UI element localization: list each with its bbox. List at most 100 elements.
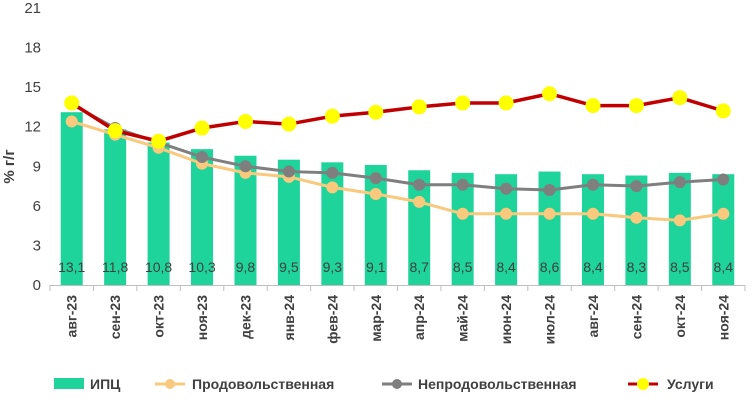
y-axis-ticks: 0 3 6 9 12 15 18 21 [24, 0, 41, 294]
series-point [500, 207, 513, 220]
bar-cpi [495, 174, 518, 285]
series-point [585, 98, 601, 114]
series-point [673, 214, 686, 227]
bar-cpi [668, 172, 691, 285]
series-line [71, 120, 724, 222]
y-axis-label: % г/г [1, 149, 18, 183]
bar-cpi [147, 142, 170, 285]
series-point [630, 211, 643, 224]
series-point [586, 207, 599, 220]
bar-data-label: 8,3 [627, 259, 647, 275]
x-tick-label: янв-24 [281, 295, 297, 341]
series-point [673, 176, 686, 189]
bar-data-label: 9,1 [366, 259, 386, 275]
series-point [717, 173, 730, 186]
bar-data-label: 8,6 [540, 259, 560, 275]
series-point [456, 207, 469, 220]
series-point [543, 207, 556, 220]
bar-data-label: 8,5 [670, 259, 690, 275]
x-tick-label: авг-23 [64, 295, 80, 338]
series-point [282, 165, 295, 178]
bar-data-label: 9,8 [236, 259, 256, 275]
bar-cpi [191, 149, 214, 285]
x-tick-label: июл-24 [542, 295, 558, 345]
y-tick-label: 9 [33, 158, 41, 175]
series-point [455, 95, 471, 111]
bar-cpi [625, 175, 648, 285]
bar-cpi [538, 171, 561, 285]
legend-label: Непродовольственная [418, 376, 577, 392]
bar-data-label: 8,7 [409, 259, 429, 275]
x-axis: авг-23 сен-23 окт-23 ноя-23 дек-23 янв-24 фев-… [49, 285, 746, 345]
series-point [672, 90, 688, 106]
bar-data-label: 8,4 [583, 259, 603, 275]
series-point [542, 86, 558, 102]
series-point [64, 95, 80, 111]
y-tick-label: 15 [24, 79, 41, 96]
bar-cpi [104, 129, 127, 285]
series-point [456, 178, 469, 191]
series-point [500, 182, 513, 195]
series-point [413, 178, 426, 191]
legend-swatch-marker [392, 379, 402, 389]
legend: ИПЦ Продовольственная Непродовольственная У… [54, 376, 714, 392]
x-tick-label: май-24 [455, 295, 471, 342]
series-line [70, 91, 724, 143]
series-point [543, 184, 556, 197]
x-tick-label: мар-24 [368, 295, 384, 342]
bar-cpi [277, 159, 300, 285]
y-tick-label: 21 [24, 0, 41, 17]
y-tick-label: 3 [33, 237, 41, 254]
series-point [324, 108, 340, 124]
x-tick-label: окт-24 [672, 295, 688, 338]
bar-data-label: 10,8 [145, 259, 172, 275]
bar-data-label: 8,4 [714, 259, 734, 275]
legend-label: Услуги [667, 376, 714, 392]
bar-cpi [712, 174, 735, 285]
legend-label-cpi: ИПЦ [90, 376, 121, 392]
bar-data-label: 9,3 [323, 259, 343, 275]
series-point [151, 133, 167, 149]
bar-data-label: 9,5 [279, 259, 299, 275]
series-point [196, 151, 209, 164]
legend-swatch-marker [637, 378, 649, 390]
series-lines [64, 86, 731, 227]
series-point [715, 103, 731, 119]
series-point [65, 115, 78, 128]
x-tick-label: ноя-23 [194, 295, 210, 340]
bar-cpi [321, 162, 344, 285]
series-point [717, 207, 730, 220]
y-tick-label: 0 [33, 277, 41, 294]
y-tick-label: 6 [33, 198, 41, 215]
bar-data-labels: 13,1 11,8 10,8 10,3 9,8 9,5 9,3 9,1 8,7 8,5 8,4 8,6… [58, 259, 733, 275]
bar-data-label: 13,1 [58, 259, 85, 275]
bar-cpi [408, 170, 431, 285]
x-tick-label: окт-23 [151, 295, 167, 338]
x-tick-label: фев-24 [324, 295, 340, 344]
series-point [586, 178, 599, 191]
y-tick-label: 12 [24, 119, 41, 136]
series-point [411, 99, 427, 115]
legend-swatch-marker [165, 379, 175, 389]
series-point [194, 120, 210, 136]
series-point [413, 195, 426, 208]
bar-data-label: 11,8 [102, 259, 128, 275]
series-point [498, 95, 514, 111]
x-tick-label: июн-24 [498, 295, 514, 344]
bar-data-label: 8,5 [453, 259, 473, 275]
series-point [326, 166, 339, 179]
bar-data-label: 8,4 [496, 259, 516, 275]
series-line [70, 102, 724, 192]
bar-data-label: 10,3 [188, 259, 215, 275]
series-point [368, 104, 384, 120]
series-point [628, 98, 644, 114]
bar-cpi [234, 155, 257, 285]
x-tick-label: дек-23 [237, 295, 253, 339]
x-tick-label: авг-24 [585, 295, 601, 338]
x-tick-label: сен-24 [628, 295, 644, 339]
y-tick-label: 18 [24, 40, 41, 57]
bar-cpi [60, 112, 83, 285]
series-point [369, 187, 382, 200]
x-tick-label: апр-24 [411, 295, 427, 340]
